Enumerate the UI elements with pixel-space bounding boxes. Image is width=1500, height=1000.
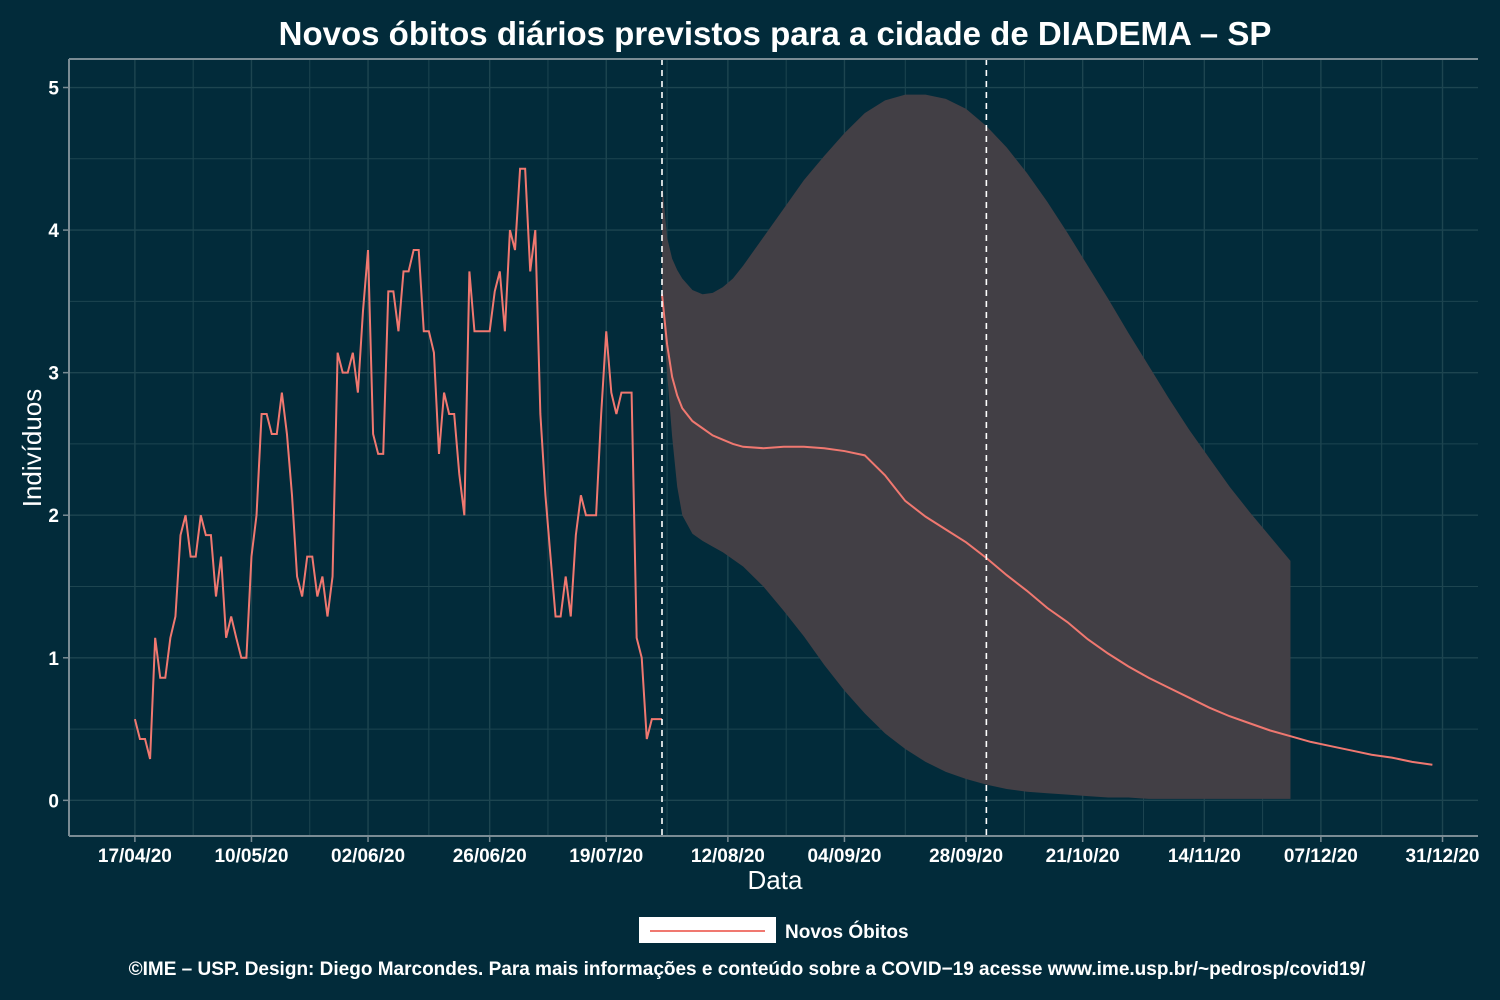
x-tick-label: 12/08/20 — [691, 846, 765, 867]
legend-label: Novos Óbitos — [785, 921, 909, 943]
tick-label-layer: 17/04/20 10/05/20 02/06/20 26/06/20 19/07/20… — [48, 79, 1479, 867]
prediction-interval-band — [661, 94, 1291, 799]
axis-layer — [68, 58, 1478, 837]
x-tick-label: 02/06/20 — [331, 846, 405, 867]
chart-title: Novos óbitos diários previstos para a ci… — [279, 15, 1272, 52]
x-tick-label: 31/12/20 — [1406, 846, 1480, 867]
x-tick-label: 28/09/20 — [929, 846, 1003, 867]
dashed-line-layer — [661, 59, 988, 836]
y-tick-label: 4 — [48, 221, 59, 242]
caption: ©IME – USP. Design: Diego Marcondes. Par… — [129, 959, 1366, 980]
x-tick-label: 07/12/20 — [1284, 846, 1358, 867]
x-tick-label: 19/07/20 — [569, 846, 643, 867]
x-tick-label: 21/10/20 — [1046, 846, 1120, 867]
y-tick-label: 3 — [48, 364, 59, 385]
y-tick-label: 1 — [48, 649, 59, 670]
y-tick-label: 0 — [48, 791, 59, 812]
x-tick-label: 14/11/20 — [1168, 846, 1241, 867]
x-tick-label: 04/09/20 — [807, 846, 881, 867]
observed-series-line — [133, 167, 662, 760]
x-axis-title: Data — [748, 865, 803, 895]
y-tick-label: 2 — [48, 506, 59, 527]
x-tick-label: 17/04/20 — [98, 846, 172, 867]
prediction-band-layer — [661, 94, 1291, 799]
y-tick-label: 5 — [48, 79, 59, 100]
legend: Novos Óbitos — [639, 917, 909, 943]
x-tick-label: 26/06/20 — [453, 846, 527, 867]
y-axis-title: Indivíduos — [17, 389, 47, 508]
x-tick-label: 10/05/20 — [214, 846, 288, 867]
